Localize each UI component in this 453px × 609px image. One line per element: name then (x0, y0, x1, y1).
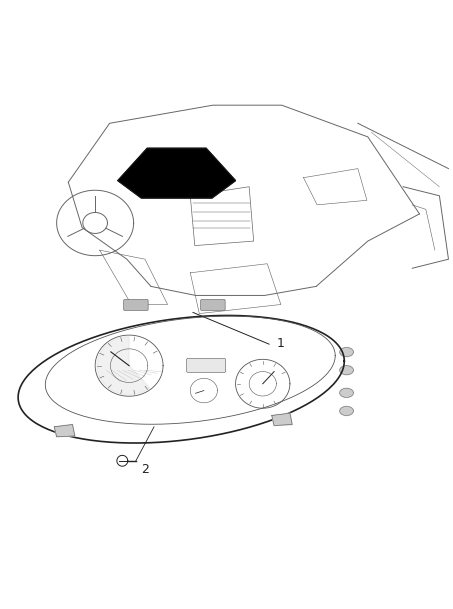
Polygon shape (97, 337, 150, 395)
Polygon shape (340, 348, 353, 357)
Text: 2: 2 (141, 463, 149, 476)
Polygon shape (118, 148, 236, 198)
Polygon shape (117, 456, 128, 466)
Polygon shape (340, 406, 353, 415)
FancyBboxPatch shape (124, 300, 148, 311)
FancyBboxPatch shape (187, 359, 226, 373)
Polygon shape (272, 414, 292, 426)
Polygon shape (340, 389, 353, 397)
Polygon shape (54, 424, 75, 437)
Text: 1: 1 (277, 337, 285, 350)
FancyBboxPatch shape (201, 300, 225, 311)
Polygon shape (340, 365, 353, 375)
